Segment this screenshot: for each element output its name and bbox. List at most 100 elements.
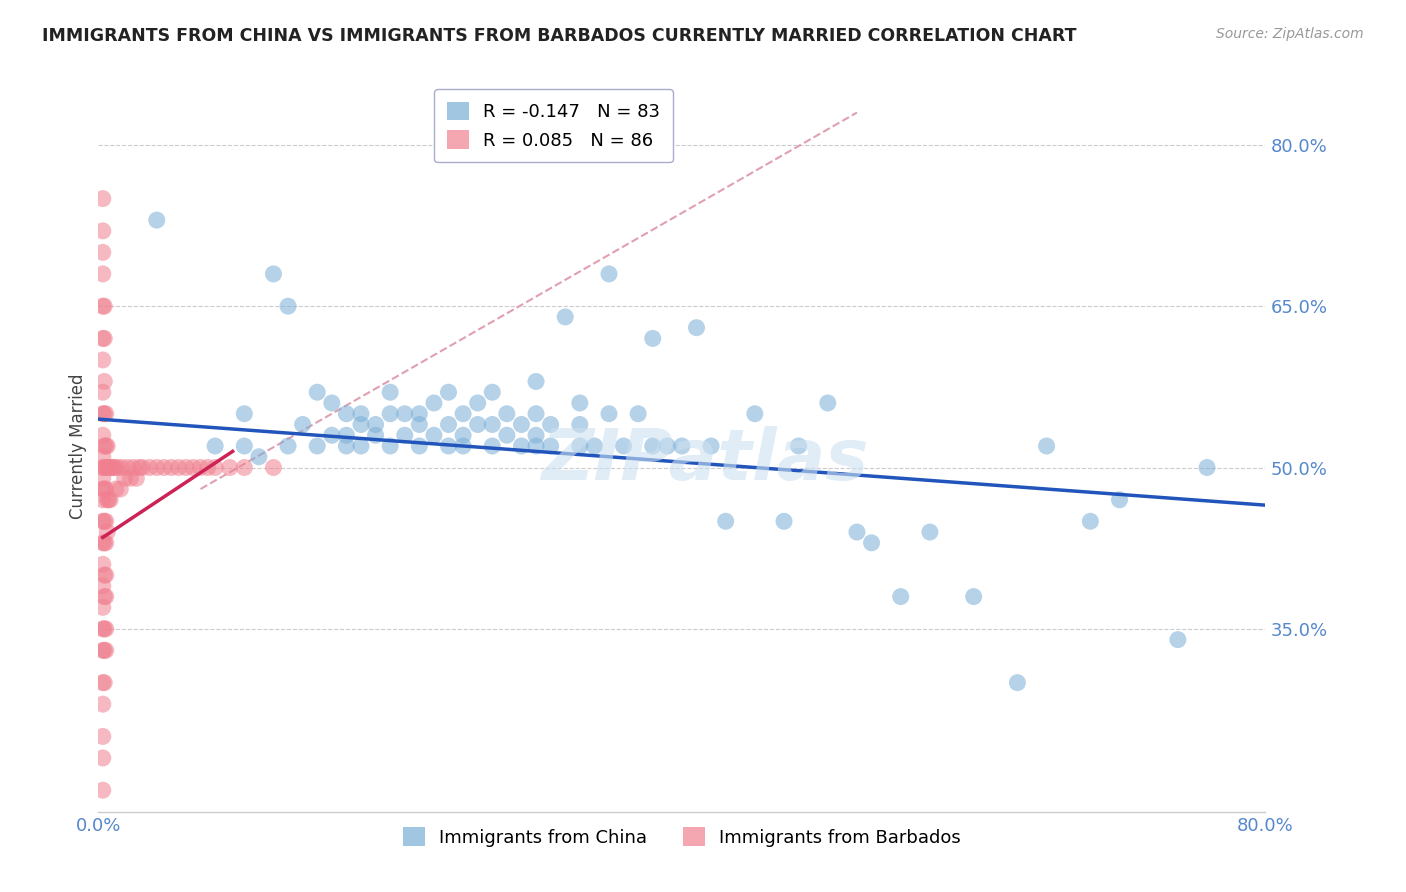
Point: [524, 375, 547, 389]
Point: [120, 471, 142, 485]
Point: [122, 460, 145, 475]
Point: [350, 439, 373, 453]
Point: [91, 600, 114, 615]
Point: [510, 439, 533, 453]
Point: [94, 643, 117, 657]
Y-axis label: Currently Married: Currently Married: [69, 373, 87, 519]
Point: [787, 439, 810, 453]
Point: [93, 482, 115, 496]
Point: [860, 536, 883, 550]
Point: [190, 460, 212, 475]
Point: [481, 417, 503, 432]
Point: [277, 299, 299, 313]
Point: [94, 536, 117, 550]
Point: [91, 482, 114, 496]
Point: [93, 331, 115, 345]
Point: [291, 417, 314, 432]
Point: [408, 417, 430, 432]
Point: [91, 450, 114, 464]
Point: [408, 439, 430, 453]
Point: [335, 407, 357, 421]
Point: [91, 579, 114, 593]
Point: [93, 439, 115, 453]
Point: [181, 460, 204, 475]
Point: [111, 460, 134, 475]
Point: [204, 439, 226, 453]
Point: [94, 460, 117, 475]
Point: [91, 492, 114, 507]
Point: [96, 439, 118, 453]
Point: [91, 267, 114, 281]
Point: [568, 439, 591, 453]
Point: [685, 320, 707, 334]
Point: [247, 450, 270, 464]
Point: [641, 439, 664, 453]
Point: [423, 428, 446, 442]
Point: [91, 428, 114, 442]
Point: [197, 460, 219, 475]
Point: [93, 568, 115, 582]
Point: [93, 460, 115, 475]
Point: [91, 643, 114, 657]
Point: [93, 407, 115, 421]
Point: [496, 428, 519, 442]
Point: [437, 385, 460, 400]
Point: [218, 460, 240, 475]
Point: [91, 514, 114, 528]
Text: ZIPatlas: ZIPatlas: [541, 426, 869, 495]
Point: [93, 622, 115, 636]
Point: [277, 439, 299, 453]
Point: [627, 407, 650, 421]
Point: [262, 460, 284, 475]
Point: [540, 417, 562, 432]
Point: [962, 590, 984, 604]
Point: [97, 460, 120, 475]
Point: [91, 331, 114, 345]
Point: [96, 492, 118, 507]
Point: [437, 439, 460, 453]
Point: [91, 385, 114, 400]
Point: [481, 439, 503, 453]
Point: [671, 439, 693, 453]
Point: [451, 428, 474, 442]
Point: [467, 396, 489, 410]
Point: [94, 622, 117, 636]
Point: [380, 385, 402, 400]
Point: [153, 460, 176, 475]
Point: [94, 439, 117, 453]
Point: [91, 675, 114, 690]
Point: [93, 536, 115, 550]
Point: [598, 267, 620, 281]
Point: [1080, 514, 1102, 528]
Point: [524, 439, 547, 453]
Point: [380, 439, 402, 453]
Point: [91, 536, 114, 550]
Point: [1007, 675, 1029, 690]
Point: [714, 514, 737, 528]
Text: IMMIGRANTS FROM CHINA VS IMMIGRANTS FROM BARBADOS CURRENTLY MARRIED CORRELATION : IMMIGRANTS FROM CHINA VS IMMIGRANTS FROM…: [42, 27, 1077, 45]
Point: [91, 224, 114, 238]
Point: [773, 514, 796, 528]
Point: [918, 524, 941, 539]
Point: [97, 492, 120, 507]
Point: [307, 385, 329, 400]
Point: [817, 396, 839, 410]
Text: Source: ZipAtlas.com: Source: ZipAtlas.com: [1216, 27, 1364, 41]
Point: [93, 643, 115, 657]
Point: [93, 299, 115, 313]
Point: [496, 407, 519, 421]
Point: [91, 192, 114, 206]
Point: [335, 439, 357, 453]
Point: [451, 407, 474, 421]
Point: [96, 524, 118, 539]
Point: [94, 590, 117, 604]
Point: [174, 460, 197, 475]
Point: [321, 428, 343, 442]
Point: [598, 407, 620, 421]
Point: [394, 407, 416, 421]
Point: [467, 417, 489, 432]
Point: [91, 460, 114, 475]
Point: [335, 428, 357, 442]
Point: [103, 460, 125, 475]
Point: [233, 439, 256, 453]
